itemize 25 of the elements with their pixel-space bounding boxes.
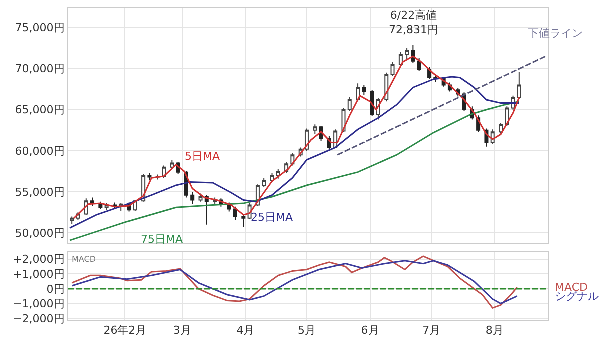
x-tick-label: 8月 <box>486 324 504 338</box>
x-tick-label: 4月 <box>236 324 255 338</box>
y-tick-label: −2,000円 <box>13 312 65 326</box>
x-tick-label: 26年2月 <box>104 324 147 338</box>
x-tick-label: 5月 <box>298 324 316 338</box>
x-tick-label: 6月 <box>361 324 380 338</box>
y-tick-label: 65,000円 <box>15 104 65 117</box>
series-label: 5日MA <box>185 150 220 163</box>
annotation: 下値ライン <box>528 27 583 40</box>
x-tick-label: 7月 <box>422 324 441 338</box>
y-tick-label: 50,000円 <box>15 226 65 240</box>
series-label: 25日MA <box>251 211 294 224</box>
text: シグナル <box>555 290 599 303</box>
series-label: 75日MA <box>141 233 184 246</box>
annotation: 6/22高値 72,831円 <box>389 9 438 36</box>
y-tick-label: 70,000円 <box>15 62 65 76</box>
series-label: MACD <box>72 255 96 264</box>
y-tick-label: +1,000円 <box>13 268 65 282</box>
y-tick-label: −1,000円 <box>13 298 65 311</box>
x-tick-label: 3月 <box>173 324 192 338</box>
y-tick-label: 75,000円 <box>15 22 65 35</box>
y-tick-label: 60,000円 <box>15 144 65 158</box>
y-tick-label: 55,000円 <box>15 186 65 199</box>
y-tick-label: +2,000円 <box>13 253 65 266</box>
y-tick-label: 0円 <box>46 282 65 296</box>
